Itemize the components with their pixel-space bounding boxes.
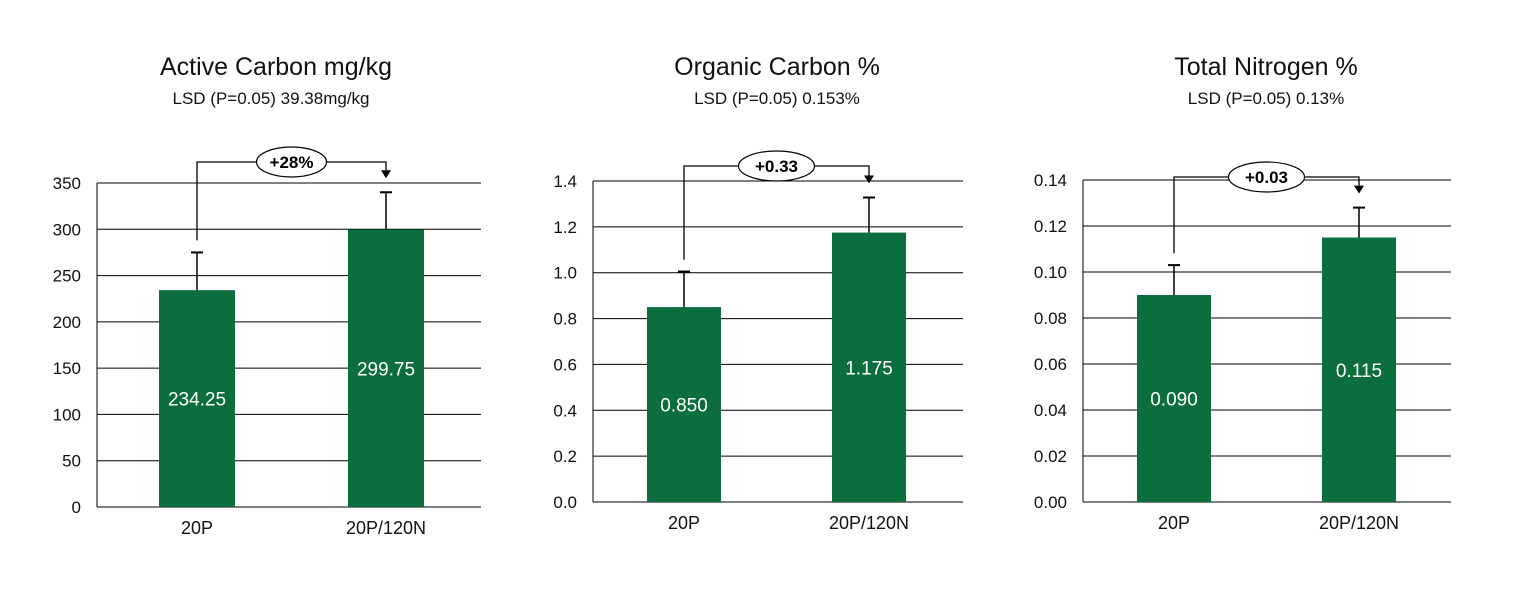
y-tick-label: 0.14 (1034, 171, 1067, 190)
y-tick-label: 350 (53, 174, 81, 193)
bar-value-label: 0.115 (1336, 361, 1382, 382)
y-tick-label: 0.12 (1034, 217, 1067, 236)
x-category-label: 20P/120N (346, 518, 426, 538)
bar (348, 229, 424, 507)
y-tick-label: 0.10 (1034, 263, 1067, 282)
y-tick-label: 0.4 (553, 401, 577, 420)
chart-total-nitrogen: Total Nitrogen % LSD (P=0.05) 0.13% 0.00… (1034, 53, 1451, 533)
bar-value-label: 0.090 (1150, 390, 1198, 411)
y-tick-label: 0.00 (1034, 493, 1067, 512)
annotation-label: +0.03 (1245, 168, 1288, 187)
chart-subtitle: LSD (P=0.05) 0.153% (694, 89, 860, 108)
bar-value-label: 1.175 (845, 358, 893, 379)
y-tick-label: 0.2 (553, 447, 577, 466)
annotation-oval (1227, 161, 1306, 193)
annotation-oval (737, 150, 816, 182)
y-tick-label: 300 (53, 220, 81, 239)
y-tick-label: 50 (62, 452, 81, 471)
arrow-head-icon (1354, 185, 1364, 194)
y-tick-label: 100 (53, 405, 81, 424)
y-tick-label: 0.6 (553, 355, 577, 374)
y-tick-label: 0.0 (553, 493, 577, 512)
x-category-label: 20P (181, 518, 213, 538)
y-tick-label: 1.4 (553, 172, 577, 191)
y-tick-label: 0.02 (1034, 447, 1067, 466)
chart-subtitle: LSD (P=0.05) 39.38mg/kg (172, 89, 369, 108)
chart-active-carbon: Active Carbon mg/kg LSD (P=0.05) 39.38mg… (53, 53, 481, 538)
chart-title: Active Carbon mg/kg (160, 53, 392, 81)
annotation-oval (255, 146, 328, 178)
bar (159, 290, 235, 507)
x-category-label: 20P/120N (829, 513, 909, 533)
bar (647, 307, 721, 502)
x-category-label: 20P/120N (1319, 513, 1399, 533)
chart-organic-carbon: Organic Carbon % LSD (P=0.05) 0.153% 0.0… (553, 53, 963, 533)
chart-subtitle: LSD (P=0.05) 0.13% (1188, 89, 1344, 108)
y-tick-label: 150 (53, 359, 81, 378)
bar-value-label: 299.75 (357, 359, 415, 380)
bar (832, 232, 906, 502)
bar-value-label: 0.850 (660, 396, 708, 417)
arrow-head-icon (864, 175, 874, 184)
y-tick-label: 0.08 (1034, 309, 1067, 328)
bar (1137, 295, 1211, 502)
y-tick-label: 1.0 (553, 264, 577, 283)
y-tick-label: 200 (53, 313, 81, 332)
y-tick-label: 0.04 (1034, 401, 1067, 420)
chart-title: Total Nitrogen % (1174, 53, 1357, 81)
x-category-label: 20P (668, 513, 700, 533)
y-tick-label: 1.2 (553, 218, 577, 237)
arrow-head-icon (381, 170, 391, 179)
annotation-label: +28% (270, 153, 314, 172)
y-tick-label: 0.06 (1034, 355, 1067, 374)
y-tick-label: 0.8 (553, 310, 577, 329)
chart-title: Organic Carbon % (674, 53, 880, 81)
bar (1322, 237, 1396, 502)
y-tick-label: 0 (72, 498, 81, 517)
y-tick-label: 250 (53, 267, 81, 286)
x-category-label: 20P (1158, 513, 1190, 533)
bar-value-label: 234.25 (168, 390, 226, 411)
annotation-label: +0.33 (755, 157, 798, 176)
